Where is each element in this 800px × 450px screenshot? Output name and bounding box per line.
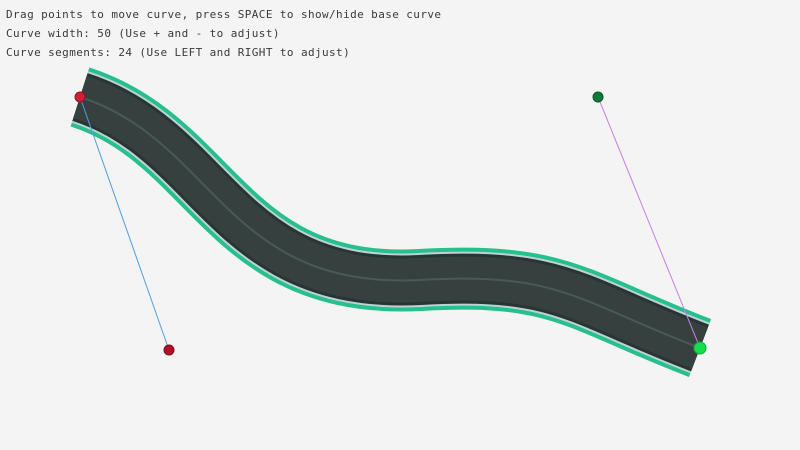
- handle-line-start-anchor: [79, 96, 170, 351]
- handle-point-end-control[interactable]: [592, 91, 604, 103]
- handle-lines-group: [79, 96, 701, 351]
- handle-point-start-control[interactable]: [163, 344, 175, 356]
- handle-line-end-control: [597, 96, 701, 349]
- handle-point-end-anchor[interactable]: [693, 341, 707, 355]
- handle-point-start-anchor[interactable]: [74, 91, 86, 103]
- road-center-line: [79, 96, 701, 349]
- road-curve-group: [69, 67, 712, 377]
- handle-points-group[interactable]: [74, 91, 707, 356]
